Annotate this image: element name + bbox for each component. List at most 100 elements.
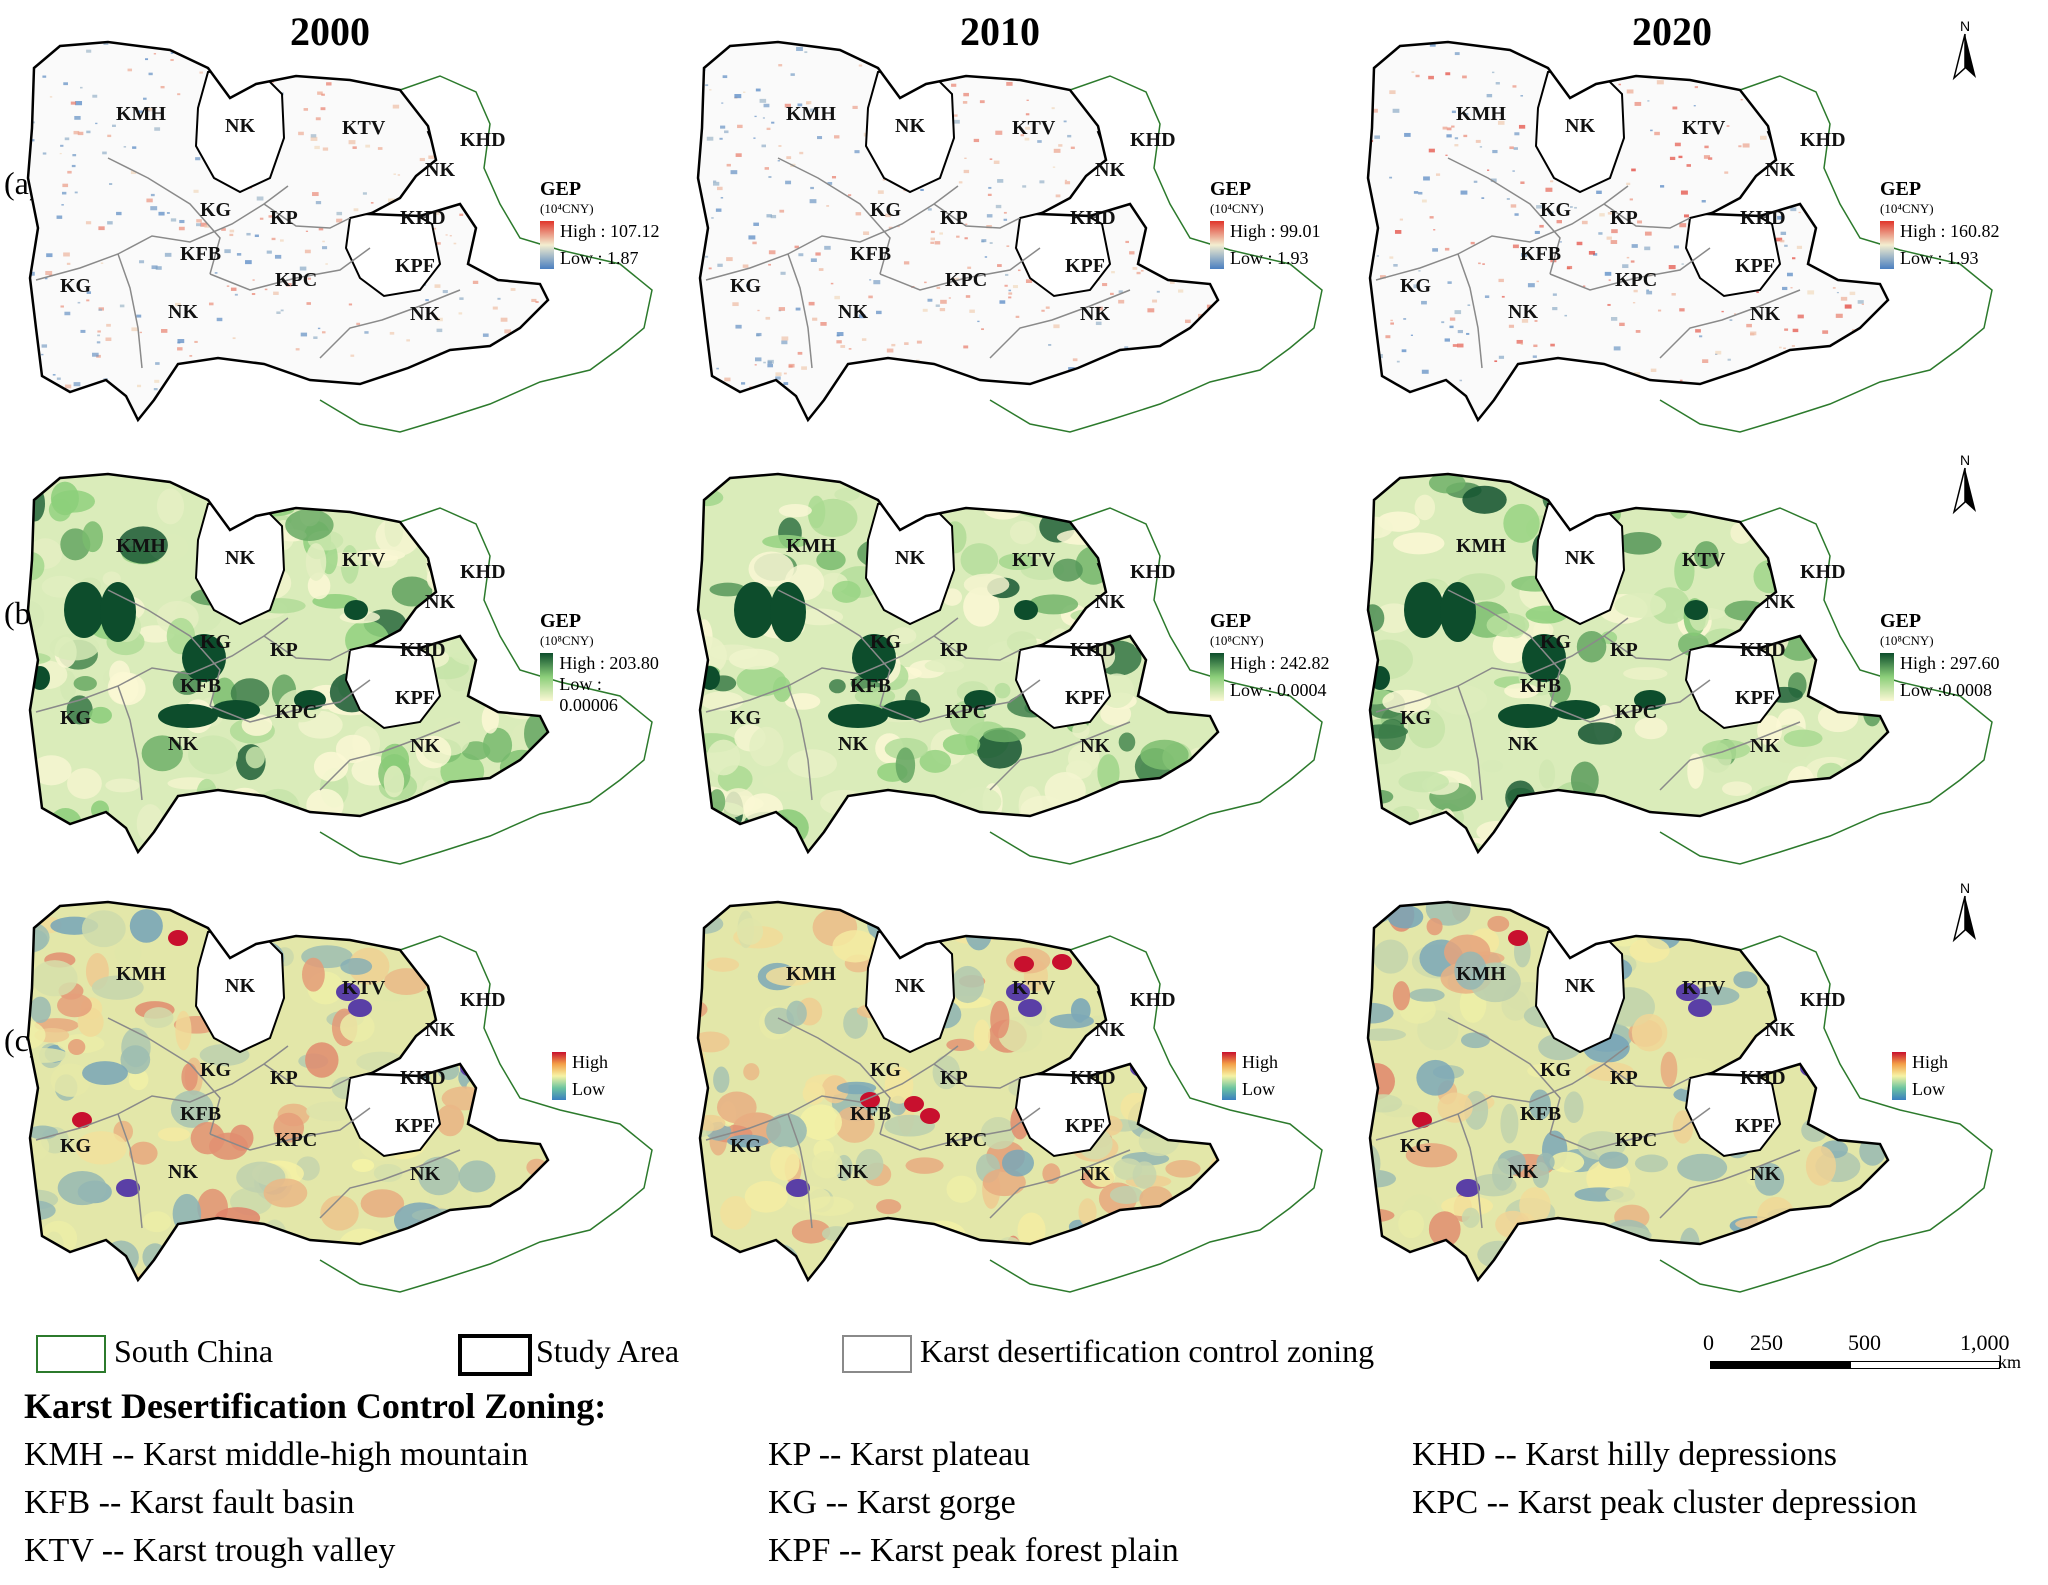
zoning-boundary (117, 1113, 143, 1229)
zoning-boundary (107, 589, 221, 707)
zone-label-nk: NK (1080, 735, 1110, 757)
gep-legend-ramp (540, 653, 554, 701)
zone-label-kmh: KMH (116, 963, 166, 985)
gep-legend-ramp (1880, 653, 1894, 701)
zoning-boundary (1603, 635, 1691, 661)
gep-legend-high: High (1912, 1052, 1948, 1072)
zoning-item-kg: KG -- Karst gorge (768, 1484, 1016, 1521)
zone-label-khd: KHD (1800, 561, 1846, 583)
zone-label-ktv: KTV (1012, 977, 1056, 999)
zone-label-ktv: KTV (1682, 549, 1726, 571)
south-china-boundary (1659, 935, 1993, 1293)
gep-legend-title: GEP (1880, 610, 1922, 632)
map-panel-c-2020: KMH NK KTV KHD NK KG KP KHD KFB KPF KG KPC NK NK High… (1360, 880, 2000, 1308)
zone-label-kmh: KMH (1456, 535, 1506, 557)
zone-label-kmh: KMH (786, 535, 836, 557)
zoning-boundary (777, 157, 891, 275)
zone-label-khd: KHD (400, 1067, 446, 1089)
gep-legend-title: GEP (1210, 178, 1252, 200)
zoning-boundary (35, 617, 289, 713)
zoning-boundary (209, 1107, 371, 1151)
zone-label-nk: NK (838, 733, 868, 755)
zone-label-kg: KG (1540, 1059, 1572, 1081)
south-china-boundary (319, 75, 653, 433)
zone-label-kg: KG (1400, 275, 1432, 297)
zone-label-khd: KHD (1070, 207, 1116, 229)
year-title-2020: 2020 (1632, 9, 1712, 54)
zoning-boundary (989, 721, 1131, 791)
zone-label-kpc: KPC (275, 1129, 317, 1151)
zoning-item-khd: KHD -- Karst hilly depressions (1412, 1436, 1837, 1473)
zone-label-nk: NK (1080, 1163, 1110, 1185)
zone-label-kmh: KMH (786, 103, 836, 125)
map-panel-c-2010: KMH NK KTV KHD NK KG KP KHD KFB KPF KG KPC NK NK High… (690, 888, 1330, 1308)
zone-label-kp: KP (270, 1067, 298, 1089)
zone-label-kg: KG (1400, 1135, 1432, 1157)
gep-legend-ramp (552, 1052, 566, 1100)
gep-legend-c-0: High Low (552, 1048, 608, 1100)
map-panel-b-2010: KMH NK KTV KHD NK KG KP KHD KFB KPF KG KPC NK NK GEP (1… (690, 460, 1330, 880)
study-area-boundary (1366, 900, 1890, 1283)
gep-legend-ramp (1210, 221, 1224, 269)
zoning-boundary (879, 679, 1041, 723)
gep-legend-ramp (1210, 653, 1224, 701)
zoning-boundary (1375, 185, 1629, 281)
zone-label-kg: KG (730, 707, 762, 729)
study-area-label: Study Area (536, 1333, 680, 1369)
zoning-boundary (1375, 617, 1629, 713)
zone-label-nk: NK (225, 975, 255, 997)
zoning-boundary (787, 1113, 813, 1229)
zone-label-khd: KHD (400, 639, 446, 661)
zoning-boundary (319, 721, 461, 791)
gep-legend-title: GEP (540, 178, 582, 200)
zone-label-kg: KG (1540, 631, 1572, 653)
zone-label-nk: NK (838, 301, 868, 323)
zone-label-nk: NK (1750, 1163, 1780, 1185)
zone-label-nk: NK (425, 591, 455, 613)
zoning-boundary (705, 185, 959, 281)
gep-legend-high: High : 297.60 (1900, 653, 2000, 673)
zoning-boundary (263, 1063, 351, 1089)
gep-legend-low: Low (572, 1079, 605, 1099)
south-china-boundary (1659, 507, 1993, 865)
zone-label-kg: KG (870, 631, 902, 653)
zone-label-ktv: KTV (342, 549, 386, 571)
study-area-boundary (696, 40, 1220, 423)
zone-label-khd: KHD (460, 129, 506, 151)
zone-label-kpc: KPC (945, 1129, 987, 1151)
zone-label-kg: KG (730, 1135, 762, 1157)
zoning-boundary (777, 589, 891, 707)
zone-label-nk: NK (410, 1163, 440, 1185)
zone-label-nk: NK (1750, 303, 1780, 325)
gep-legend-unit: (10⁸CNY) (540, 633, 594, 648)
zone-label-kmh: KMH (116, 535, 166, 557)
map-panel-a-2020: KMH NK KTV KHD NK KG KP KHD KFB KPF KG KPC NK NK GEP (1… (1360, 18, 2000, 448)
zone-label-nk: NK (1095, 159, 1125, 181)
gep-legend-low: Low (1912, 1079, 1945, 1099)
zone-label-kpf: KPF (1065, 687, 1105, 709)
zone-label-kfb: KFB (850, 675, 891, 697)
zone-label-khd: KHD (460, 561, 506, 583)
south-china-boundary (1659, 75, 1993, 433)
zoning-boundary (787, 253, 813, 369)
zoning-boundary (1447, 157, 1561, 275)
zoning-boundary (1457, 1113, 1483, 1229)
zone-label-nk: NK (838, 1161, 868, 1183)
zone-label-nk: NK (1508, 1161, 1538, 1183)
gep-legend-b-2: GEP (10⁸CNY) High : 297.60 Low :0.0008 (1880, 610, 2000, 701)
zone-label-kpc: KPC (275, 701, 317, 723)
gep-legend-low: Low : 0.0004 (1230, 680, 1327, 700)
zone-label-kp: KP (940, 639, 968, 661)
zone-label-nk: NK (410, 303, 440, 325)
zoning-boundary (1659, 721, 1801, 791)
north-arrow-icon: N (1952, 880, 1978, 943)
zoning-boundary (319, 289, 461, 359)
gep-legend-unit: (10⁴CNY) (540, 201, 594, 216)
zoning-item-kp: KP -- Karst plateau (768, 1436, 1031, 1473)
zone-label-kp: KP (940, 207, 968, 229)
zoning-swatch (842, 1335, 912, 1373)
gep-legend-title: GEP (1880, 178, 1922, 200)
